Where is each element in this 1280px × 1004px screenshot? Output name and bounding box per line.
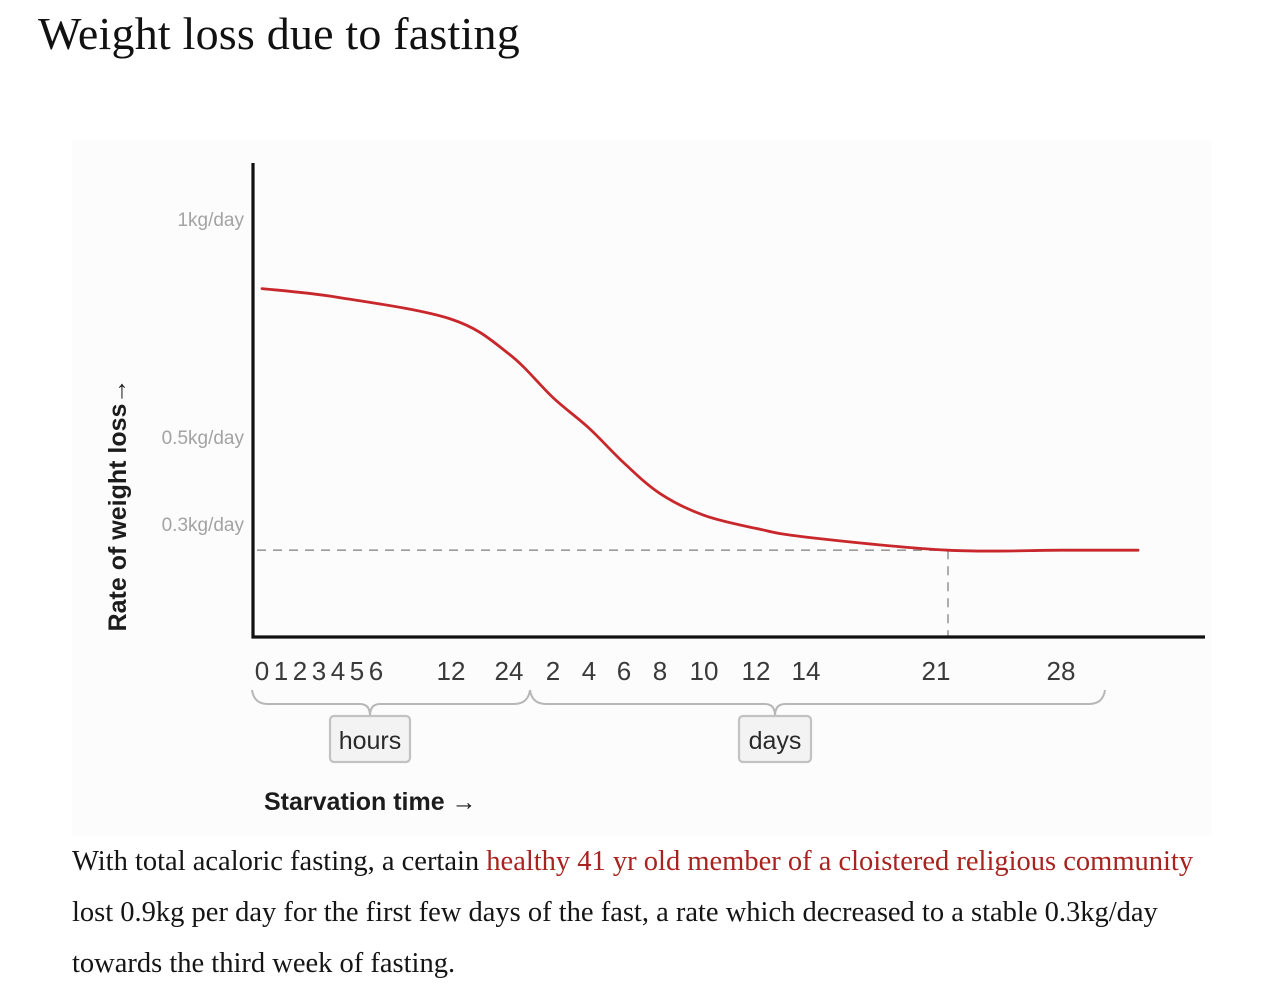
caption-text-after: lost 0.9kg per day for the first few day… — [72, 897, 1158, 979]
days-bracket — [529, 689, 1106, 717]
x-tick-label: 24 — [495, 656, 524, 686]
x-tick-label: 3 — [312, 656, 326, 686]
y-axis-title: Rate of weight loss→ — [104, 379, 132, 632]
x-tick-label: 4 — [331, 656, 345, 686]
caption-source-link[interactable]: healthy 41 yr old member of a cloistered… — [486, 846, 1194, 877]
x-axis-title: Starvation time → — [264, 788, 477, 816]
x-tick-label: 1 — [274, 656, 288, 686]
x-tick-label: 6 — [369, 656, 383, 686]
weight-loss-curve — [260, 287, 1140, 553]
x-tick-label: 12 — [437, 656, 466, 686]
days-group-label: days — [749, 727, 802, 755]
x-tick-label: 2 — [293, 656, 307, 686]
axes — [251, 163, 1205, 639]
series — [260, 287, 1140, 553]
y-tick-label: 0.5kg/day — [162, 428, 245, 449]
x-tick-label: 5 — [350, 656, 364, 686]
hours-group-label: hours — [339, 727, 402, 755]
x-tick-label: 0 — [255, 656, 269, 686]
x-tick-label: 6 — [617, 656, 631, 686]
x-tick-label: 4 — [582, 656, 596, 686]
x-tick-label: 28 — [1047, 656, 1076, 686]
chart-panel — [72, 140, 1212, 836]
y-tick-labels: 1kg/day 0.5kg/day 0.3kg/day — [162, 210, 245, 536]
x-tick-label: 12 — [742, 656, 771, 686]
y-tick-label: 1kg/day — [177, 210, 244, 231]
page-title: Weight loss due to fasting — [38, 8, 520, 59]
reference-lines — [257, 549, 949, 637]
x-tick-label: 10 — [690, 656, 719, 686]
hours-bracket — [251, 689, 531, 717]
x-tick-labels: 0 1 2 3 4 5 6 12 24 2 4 6 8 10 12 14 21 28 — [255, 656, 1076, 686]
x-tick-label: 2 — [546, 656, 560, 686]
x-tick-label: 21 — [922, 656, 951, 686]
x-group-brackets: hours days — [251, 689, 1106, 764]
x-tick-label: 8 — [653, 656, 667, 686]
x-tick-label: 14 — [792, 656, 821, 686]
y-tick-label: 0.3kg/day — [162, 515, 245, 536]
days-label-box — [737, 714, 813, 764]
hours-label-box — [328, 714, 412, 764]
caption-text-before: With total acaloric fasting, a certain — [72, 846, 487, 877]
caption-paragraph: With total acaloric fasting, a certain h… — [72, 836, 1222, 989]
